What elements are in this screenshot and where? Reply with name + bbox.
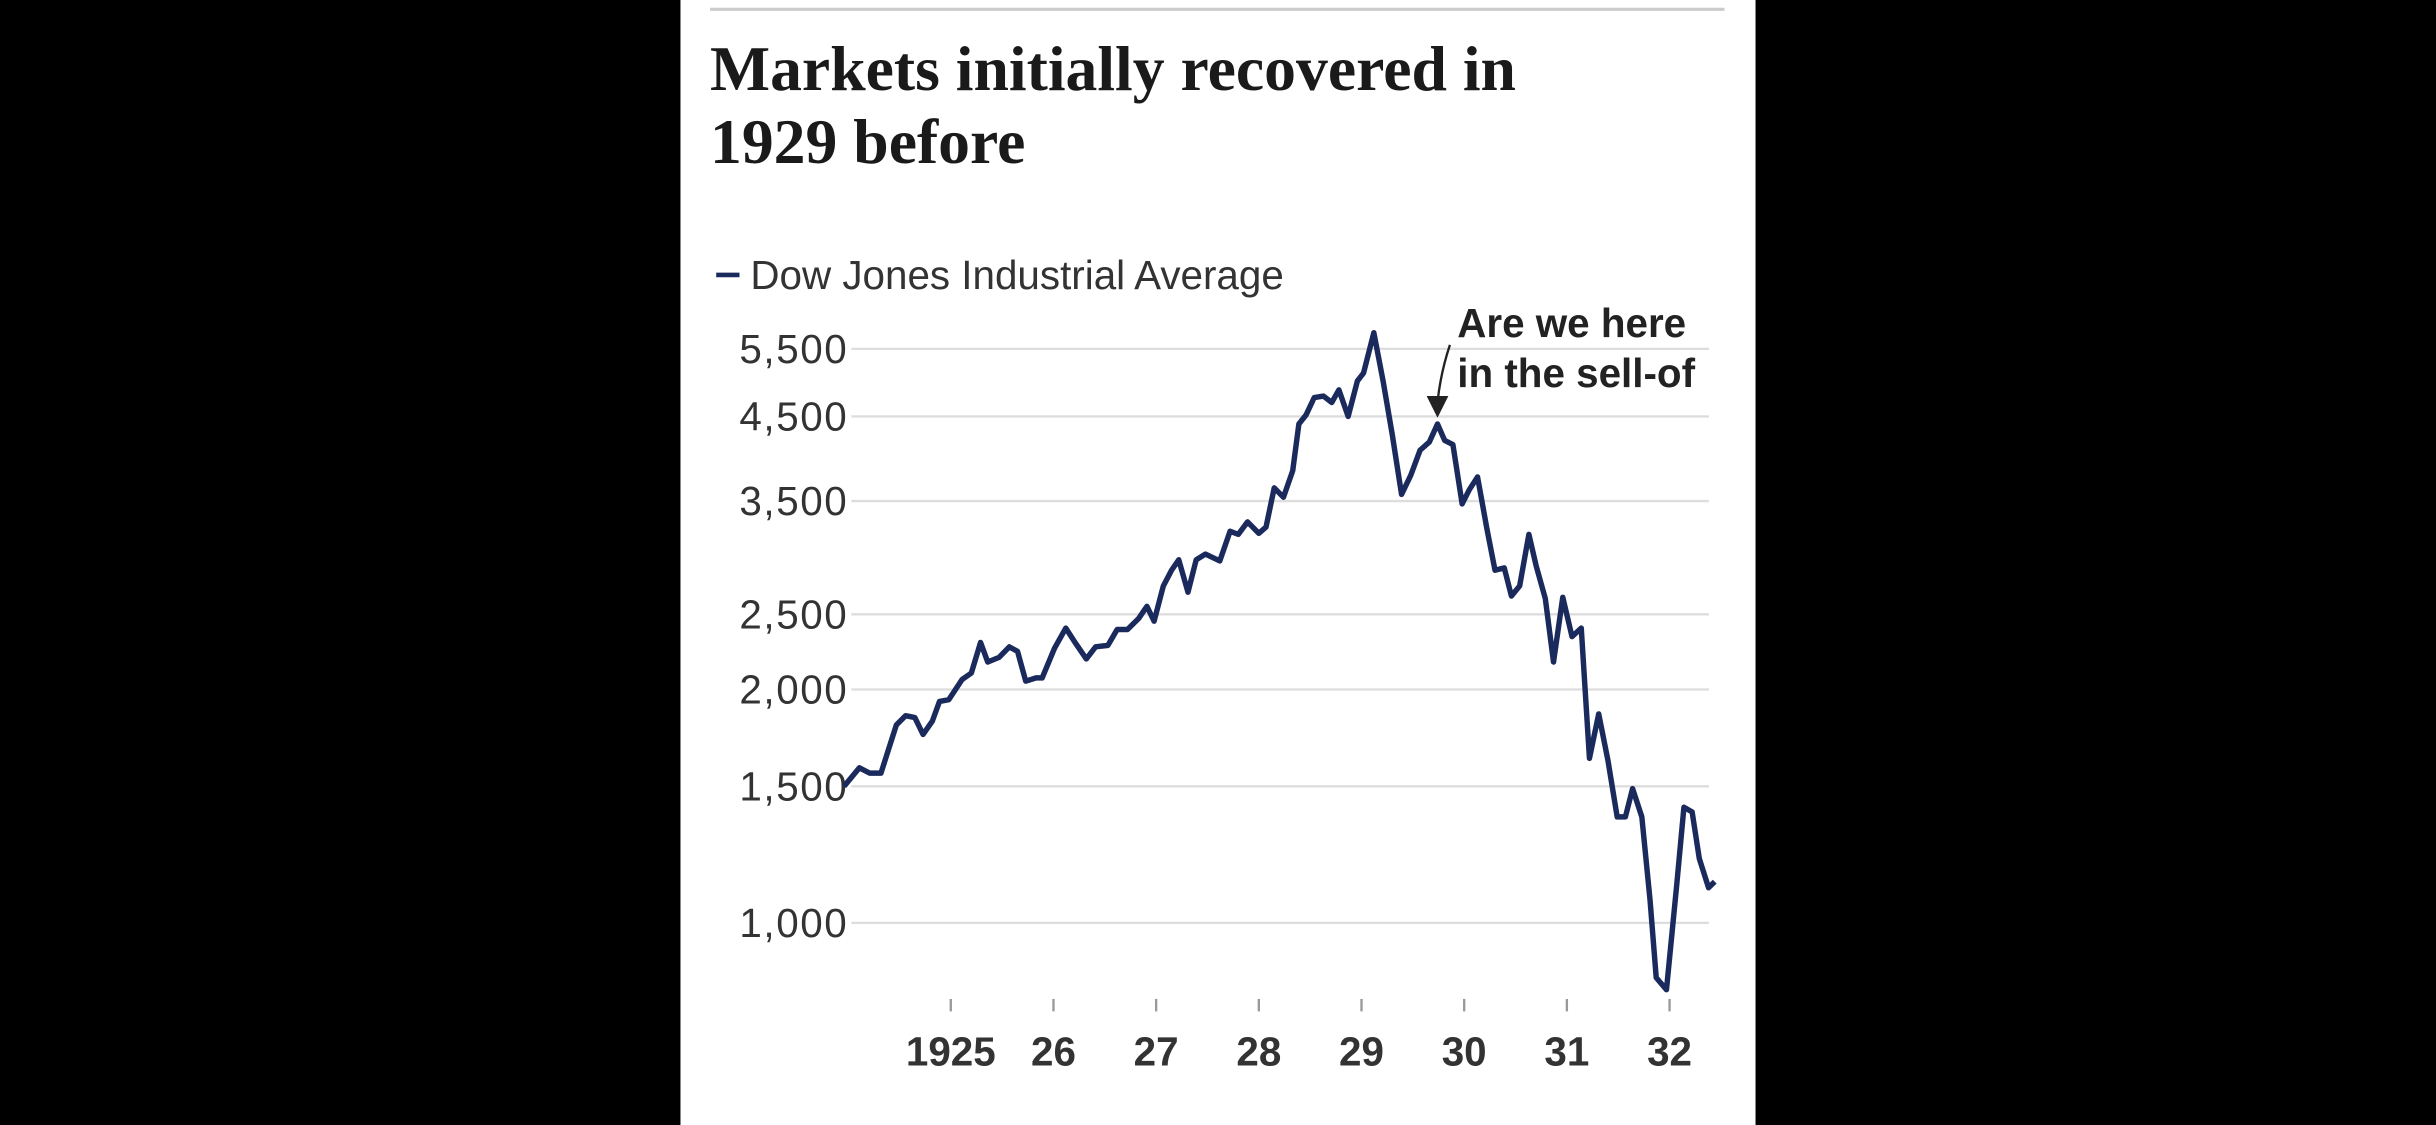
x-tick-label: 1925 — [906, 1029, 996, 1075]
y-tick-label: 2,000 — [739, 666, 848, 712]
legend-label: Dow Jones Industrial Average — [750, 252, 1283, 298]
x-tick-label: 27 — [1134, 1029, 1179, 1075]
x-tick-label: 26 — [1031, 1029, 1076, 1075]
annotation-arrowhead — [1426, 396, 1449, 418]
x-tick-label: 29 — [1339, 1029, 1384, 1075]
y-tick-label: 1,500 — [739, 763, 848, 809]
chart-title: Markets initially recovered in 1929 befor… — [710, 33, 1516, 177]
y-tick-label: 1,000 — [739, 900, 848, 946]
line-series — [841, 330, 1717, 993]
x-tick-label: 30 — [1442, 1029, 1487, 1075]
x-tick-label: 32 — [1647, 1029, 1692, 1075]
y-tick-label: 4,500 — [739, 393, 848, 439]
y-tick-label: 5,500 — [739, 326, 848, 372]
annotation-text: in the sell-of — [1457, 350, 1695, 396]
annotation-text: Are we here — [1457, 300, 1686, 346]
x-tick-label: 31 — [1544, 1029, 1589, 1075]
y-tick-label: 3,500 — [739, 478, 848, 524]
x-tick-label: 28 — [1236, 1029, 1281, 1075]
y-tick-label: 2,500 — [739, 591, 848, 637]
